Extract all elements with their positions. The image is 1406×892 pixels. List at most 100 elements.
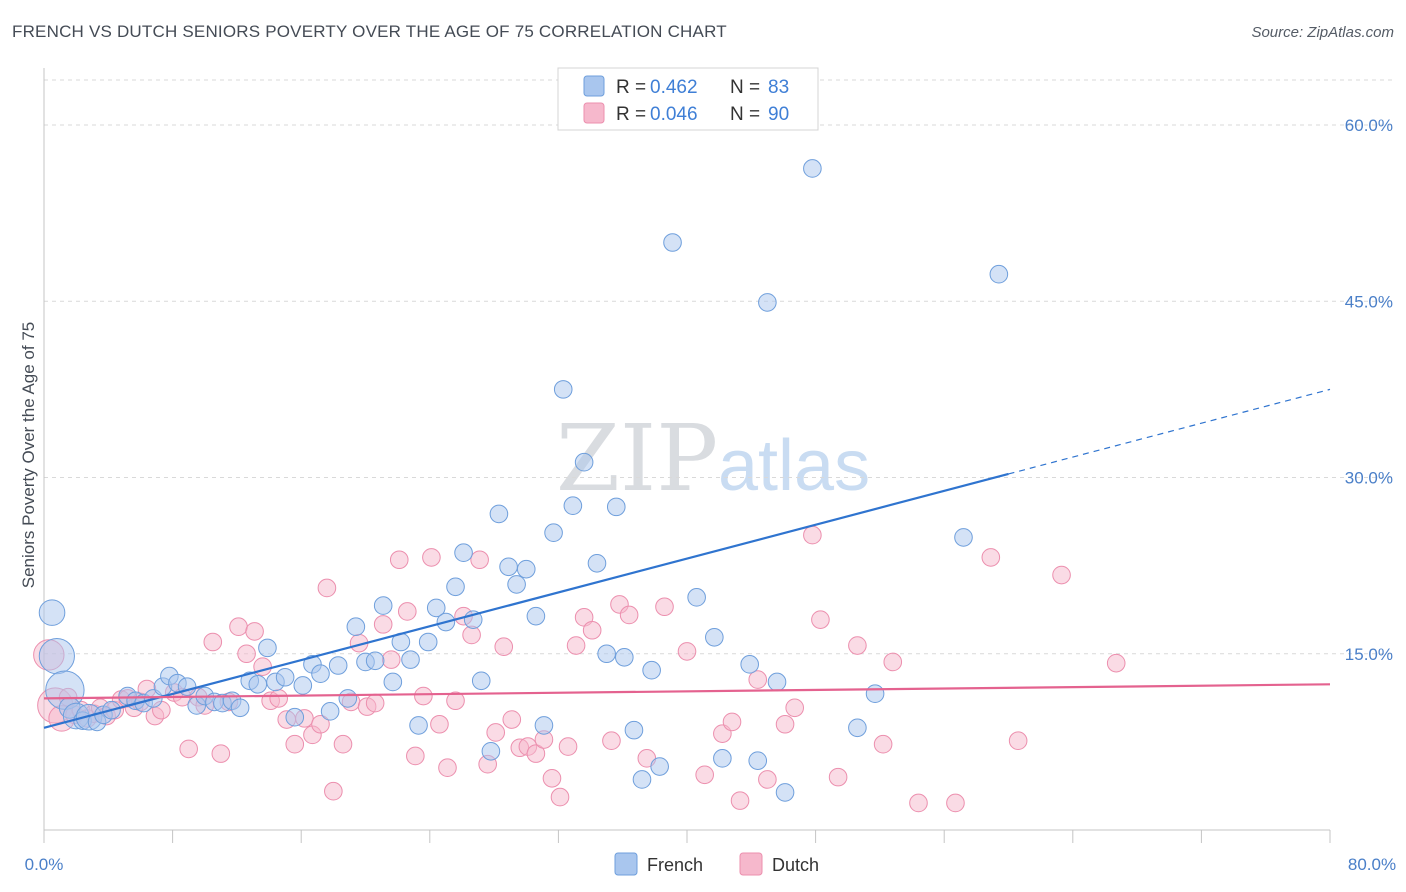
legend-dutch-r-label: R = — [616, 104, 646, 125]
french-point — [563, 496, 583, 516]
french-point — [311, 664, 330, 684]
watermark-atlas: atlas — [718, 426, 870, 506]
french-point — [328, 656, 348, 675]
dutch-point — [470, 550, 489, 570]
french-point — [516, 559, 536, 579]
french-point — [489, 504, 509, 524]
french-point — [526, 606, 546, 626]
dutch-point — [414, 686, 433, 706]
dutch-point — [285, 734, 305, 754]
dutch-point — [1052, 565, 1071, 585]
legend-french-r-value: 0.462 — [650, 77, 698, 98]
dutch-point — [582, 620, 602, 640]
dutch-point — [848, 636, 867, 655]
bottom-legend-dutch-label: Dutch — [772, 855, 819, 875]
legend: R = 0.462 N = 83 R = 0.046 N = 90 — [557, 67, 819, 131]
french-point — [338, 689, 358, 708]
french-points — [38, 159, 1009, 802]
dutch-point — [748, 670, 768, 689]
dutch-point — [438, 758, 457, 778]
dutch-point — [389, 550, 409, 570]
legend-french-r-label: R = — [616, 77, 646, 98]
dutch-point — [873, 734, 893, 754]
dutch-point — [494, 637, 514, 657]
legend-french-n-value: 83 — [768, 77, 789, 98]
french-point — [248, 675, 268, 694]
x-tick-label-max: 80.0% — [1348, 855, 1396, 874]
french-point — [767, 672, 787, 692]
y-tick-label: 15.0% — [1345, 645, 1393, 664]
french-point — [418, 632, 438, 652]
dutch-point — [381, 650, 401, 669]
french-point — [758, 293, 777, 312]
dutch-point — [722, 712, 742, 732]
french-point — [258, 638, 277, 658]
dutch-point — [883, 652, 903, 672]
legend-french-n-label: N = — [730, 77, 760, 98]
french-point — [663, 233, 682, 252]
chart-title: FRENCH VS DUTCH SENIORS POVERTY OVER THE… — [12, 22, 727, 41]
dutch-point — [602, 731, 621, 751]
dutch-point — [803, 525, 822, 545]
y-axis-label: Seniors Poverty Over the Age of 75 — [19, 322, 38, 588]
french-point — [650, 757, 669, 776]
x-tick-label-min: 0.0% — [25, 855, 64, 874]
french-point — [705, 628, 724, 647]
dutch-point — [422, 548, 441, 567]
french-point — [624, 720, 644, 740]
bottom-legend: French Dutch — [614, 852, 819, 876]
french-point — [848, 718, 867, 738]
dutch-point — [730, 791, 750, 810]
french-point — [507, 575, 526, 594]
bottom-legend-french-label: French — [647, 855, 703, 875]
dutch-point — [430, 714, 449, 734]
french-point — [632, 770, 652, 789]
dutch-point — [397, 602, 417, 621]
source-label: Source: ZipAtlas.com — [1251, 24, 1394, 41]
dutch-point — [775, 714, 795, 734]
french-point — [642, 660, 661, 680]
y-tick-label: 60.0% — [1345, 116, 1393, 135]
dutch-point — [909, 793, 928, 813]
french-point — [409, 716, 428, 735]
french-point — [803, 159, 822, 178]
dutch-point — [237, 644, 256, 664]
french-point — [740, 655, 759, 674]
dutch-point — [550, 787, 570, 807]
french-point — [597, 644, 616, 664]
dutch-point — [558, 737, 578, 756]
french-point — [446, 577, 465, 597]
dutch-point — [677, 642, 697, 661]
french-point — [365, 651, 385, 671]
french-point — [346, 617, 366, 637]
dutch-point — [317, 578, 337, 598]
dutch-point — [566, 636, 586, 655]
y-tick-label: 30.0% — [1345, 469, 1393, 488]
french-trend-extension — [1008, 388, 1331, 475]
french-point — [383, 672, 403, 692]
french-point — [553, 380, 573, 399]
french-point — [574, 452, 594, 472]
dutch-trend-line — [43, 683, 1331, 700]
dutch-point — [655, 597, 674, 617]
dutch-point — [406, 746, 425, 766]
french-point — [499, 557, 518, 577]
dutch-point — [269, 689, 288, 708]
dutch-point — [758, 770, 777, 789]
french-point — [534, 716, 554, 735]
y-tick-labels: 15.0% 30.0% 45.0% 60.0% — [1345, 116, 1393, 664]
french-point — [275, 667, 295, 687]
watermark: ZIP atlas — [556, 405, 870, 512]
dutch-point — [542, 769, 562, 788]
dutch-point — [245, 622, 264, 641]
french-point — [687, 588, 706, 607]
dutch-point — [946, 793, 965, 813]
dutch-point — [1106, 653, 1126, 673]
french-point — [775, 783, 795, 802]
french-trend-line — [43, 472, 1009, 729]
dutch-point — [311, 714, 330, 734]
french-point — [373, 596, 393, 615]
bottom-legend-french-swatch — [614, 852, 638, 876]
french-point — [320, 702, 340, 721]
